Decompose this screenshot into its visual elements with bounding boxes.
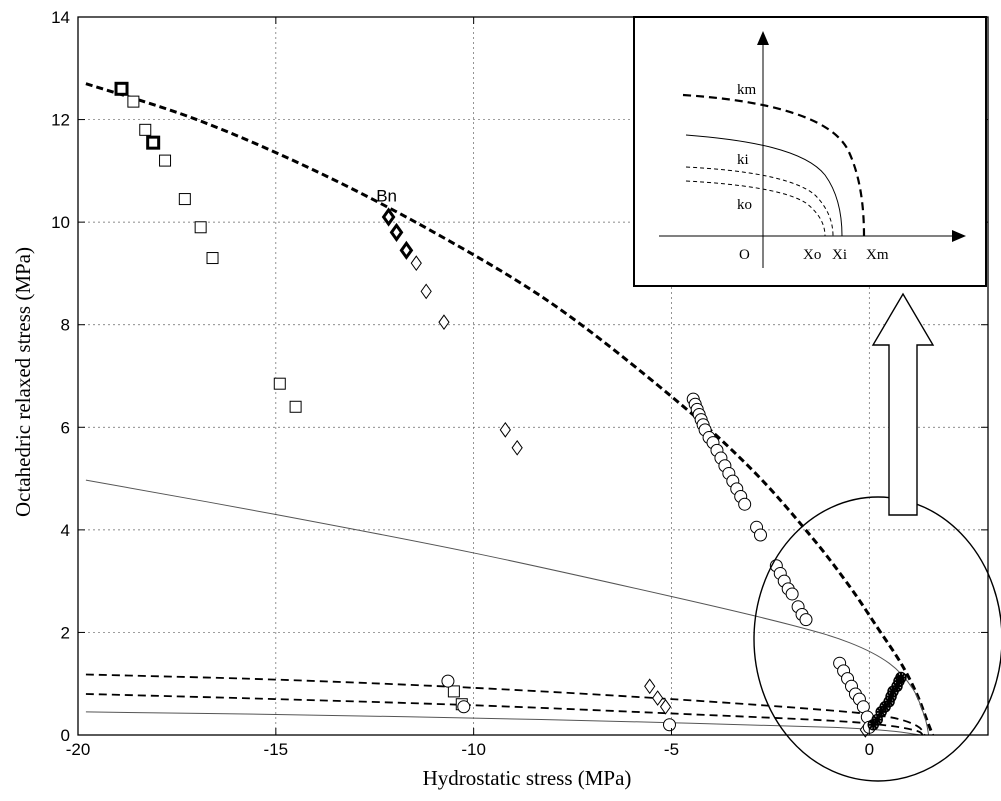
x-tick-label: 0 <box>865 740 874 759</box>
inset-label-xi: Xi <box>832 247 847 263</box>
diamond-marker <box>410 255 422 272</box>
circle-marker <box>799 613 813 627</box>
inset-label-origin: O <box>739 247 750 263</box>
star-marker <box>888 686 899 697</box>
y-tick-label: 2 <box>61 623 70 642</box>
curve-2 <box>85 479 930 736</box>
circle-marker <box>441 674 455 688</box>
diamond-marker <box>659 698 672 715</box>
y-tick-label: 12 <box>51 111 70 130</box>
diamond-marker-bold <box>389 222 404 242</box>
diamond-marker-bold <box>399 240 414 260</box>
square-marker-bold <box>114 81 129 96</box>
curves <box>85 82 935 736</box>
y-tick-label: 6 <box>61 418 70 437</box>
x-tick-label: -20 <box>66 740 91 759</box>
y-tick-label: 0 <box>61 726 70 745</box>
square-marker <box>159 154 172 167</box>
circle-marker <box>785 587 799 601</box>
star-marker <box>868 719 879 730</box>
diamond-marker <box>438 314 450 331</box>
inset-label-xm: Xm <box>866 247 889 263</box>
inset-curve-ko-upper <box>685 166 834 237</box>
curve-1 <box>85 82 935 736</box>
diamond-marker <box>499 421 511 438</box>
x-tick-label: -15 <box>264 740 289 759</box>
inset-x-arrowhead <box>952 230 966 242</box>
square-marker <box>127 95 140 108</box>
y-tick-label: 8 <box>61 316 70 335</box>
square-marker <box>289 400 302 413</box>
zoom-circle <box>753 496 1001 782</box>
diamond-marker <box>652 690 664 706</box>
curve-3 <box>85 673 926 736</box>
diamond-marker <box>511 439 523 456</box>
grid <box>78 17 988 735</box>
circle-marker <box>738 497 752 511</box>
zoom-arrow <box>871 292 935 516</box>
circle-marker <box>754 528 767 542</box>
square-marker <box>178 193 191 206</box>
star-marker <box>895 672 906 683</box>
square-marker <box>194 221 207 234</box>
inset-curve-km <box>682 93 866 237</box>
star-marker <box>872 714 883 725</box>
inset-curve-ko-lower <box>685 180 826 237</box>
inset-label-km: km <box>737 82 757 98</box>
diamond-marker-bold <box>381 207 396 227</box>
markers <box>114 81 907 738</box>
inset-label-xo: Xo <box>803 247 821 263</box>
y-tick-label: 4 <box>61 521 70 540</box>
circle-marker <box>663 718 676 732</box>
inset-curve-ki <box>685 134 843 237</box>
circle-marker <box>457 700 471 714</box>
square-marker <box>447 685 460 698</box>
y-tick-label: 14 <box>51 8 70 27</box>
inset-diagram: km ki ko O Xo Xi Xm <box>633 16 987 287</box>
y-tick-label: 10 <box>51 213 70 232</box>
plot-frame <box>77 16 989 736</box>
star-marker-ring <box>895 671 907 684</box>
inset-label-ko: ko <box>737 197 752 213</box>
x-tick-label: -10 <box>461 740 486 759</box>
x-axis-title: Hydrostatic stress (MPa) <box>423 766 632 790</box>
diamond-marker <box>644 678 656 695</box>
inset-y-arrowhead <box>757 31 769 45</box>
star-marker <box>876 706 887 717</box>
square-marker <box>273 377 286 390</box>
square-marker <box>206 252 219 265</box>
square-marker-bold <box>146 135 161 150</box>
x-tick-label: -5 <box>664 740 679 759</box>
star-marker <box>893 676 904 687</box>
star-marker <box>880 701 891 712</box>
y-axis-title: Octahedric relaxed stress (MPa) <box>11 247 35 517</box>
annotation-bn: Bn <box>376 187 397 206</box>
inset-label-ki: ki <box>737 152 749 168</box>
diamond-marker <box>420 283 432 300</box>
tick-labels: -20 -15 -10 -5 0 0 2 4 6 8 10 12 14 <box>51 8 874 759</box>
curve-4 <box>85 693 924 736</box>
square-marker <box>139 123 152 136</box>
inset-frame <box>633 16 987 287</box>
